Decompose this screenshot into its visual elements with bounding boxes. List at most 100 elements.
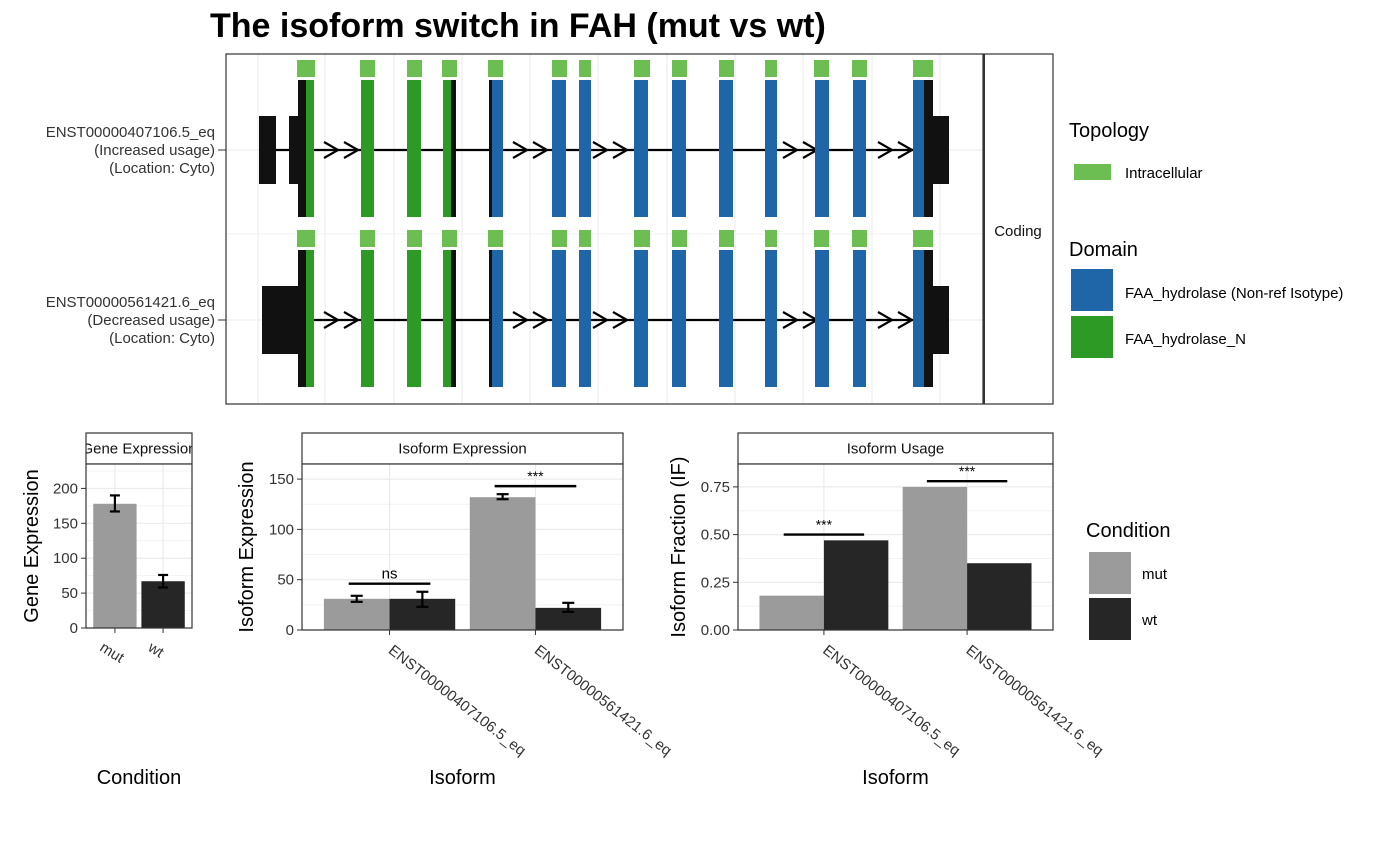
direction-arrow-icon [532,311,550,329]
domain-exon [853,250,866,387]
facet-strip-label: Gene Expression [81,441,196,458]
bar-mut [902,486,968,630]
domain-legend-key-n [1071,316,1113,358]
direction-arrow-icon [877,141,895,159]
significance-label: *** [527,468,544,484]
isoform-expression-chart: Isoform Expression ns *** 0 50 100 150 ENST0000… [236,432,675,789]
topology-region [442,60,457,77]
plot-border [737,463,1054,631]
topology-region [360,230,375,247]
structure-plot-background [226,54,983,404]
y-axis-title: Gene Expression [21,469,43,622]
domain-exon [361,250,374,387]
direction-arrow-icon [877,311,895,329]
topology-region [852,230,867,247]
topology-region [672,230,687,247]
y-tick-label: 200 [53,480,78,497]
topology-region [814,60,829,77]
condition-legend-key-mut [1089,552,1131,594]
topology-region [913,60,933,77]
y-tick-label: 0.50 [701,527,730,544]
domain-exon [552,250,566,387]
x-axis-title: Isoform [429,767,496,789]
topology-region [488,230,503,247]
domain-exon [765,250,777,387]
direction-arrow-icon [343,141,361,159]
direction-arrow-icon [612,311,630,329]
topology-legend-title: Topology [1069,120,1149,142]
condition-legend-title: Condition [1086,520,1171,542]
topology-legend-label-intracellular: Intracellular [1125,165,1203,182]
y-tick-label: 150 [53,515,78,532]
bar-wt [535,607,602,630]
legends: Topology Intracellular Domain FAA_hydrol… [1069,120,1343,640]
isoform-label-name: ENST00000407106.5_eq [46,124,215,141]
facet-strip-label: Isoform Expression [398,441,526,458]
domain-exon [634,80,648,217]
y-tick-label: 100 [269,521,294,538]
domain-exon [815,250,829,387]
bar-mut [93,503,137,628]
domain-exon [719,250,733,387]
facet-strip-label: Isoform Usage [847,441,945,458]
gene-expression-chart: Gene Expression 0 50 100 150 200 mut wt Gene Exp… [21,432,196,789]
cds-edge [451,250,456,387]
isoform-label-location: (Location: Cyto) [109,330,215,347]
plot-border [301,463,624,631]
topology-region [852,60,867,77]
direction-arrow-icon [782,311,800,329]
significance-label: *** [959,463,976,479]
y-tick-label: 50 [277,572,294,589]
direction-arrow-icon [782,141,800,159]
direction-arrow-icon [512,311,530,329]
isoform-label-usage: (Increased usage) [94,142,215,159]
bar-wt [967,563,1032,630]
x-axis-title: Condition [97,767,182,789]
isoform-structure-panel: ENST00000407106.5_eq(Increased usage)(Lo… [46,53,1054,405]
topology-region [407,230,422,247]
x-tick-label: ENST00000407106.5_eq [385,642,529,760]
domain-legend-key-nonref [1071,269,1113,311]
domain-exon [579,250,591,387]
cds-edge [924,80,933,217]
bar-mut [759,595,824,630]
y-tick-label: 0.25 [701,574,730,591]
isoform-usage-chart: Isoform Usage *** *** 0.00 0.25 0.50 0.75 ENST0… [668,432,1107,789]
topology-region [719,230,734,247]
topology-legend-key-intracellular [1074,164,1111,180]
domain-exon [361,80,374,217]
structure-strip [983,53,1054,405]
bar-wt [823,540,889,630]
direction-arrow-icon [323,141,341,159]
topology-region [672,60,687,77]
topology-region [719,60,734,77]
cds-edge [451,80,456,217]
isoform-label-location: (Location: Cyto) [109,160,215,177]
domain-exon [489,250,503,387]
bar-mut [469,497,536,630]
y-tick-label: 0 [286,622,294,639]
cds-edge [924,250,933,387]
y-tick-label: 0.00 [701,622,730,639]
condition-legend-label-mut: mut [1142,566,1168,583]
x-tick-label: ENST00000561421.6_eq [963,642,1107,760]
significance-label: ns [382,566,398,583]
direction-arrow-icon [592,141,610,159]
direction-arrow-icon [512,141,530,159]
topology-region [552,230,567,247]
domain-exon [672,80,686,217]
domain-exon [672,250,686,387]
x-tick-label: wt [144,638,167,661]
topology-region [634,230,650,247]
domain-legend-label-nonref: FAA_hydrolase (Non-ref Isotype) [1125,285,1343,302]
topology-region [297,60,315,77]
cds-edge [489,250,492,387]
direction-arrow-icon [532,141,550,159]
y-tick-label: 150 [269,471,294,488]
isoform-label-name: ENST00000561421.6_eq [46,294,215,311]
cds-edge [489,80,492,217]
cds-edge [298,80,306,217]
direction-arrow-icon [612,141,630,159]
domain-exon [552,80,566,217]
domain-exon [407,250,421,387]
